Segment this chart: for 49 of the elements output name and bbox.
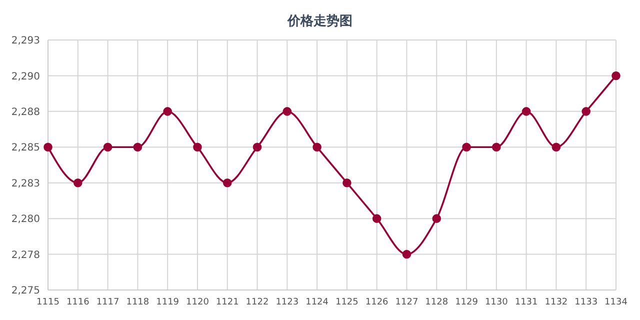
y-tick-label: 2,285 [11, 142, 40, 154]
point [342, 178, 352, 188]
x-tick-label: 1129 [455, 297, 478, 308]
x-tick-label: 1118 [126, 297, 150, 308]
x-tick-label: 1121 [216, 297, 239, 308]
x-tick-label: 1132 [544, 297, 568, 308]
point [133, 142, 142, 152]
point [193, 142, 202, 152]
x-tick-label: 1122 [246, 297, 269, 308]
point [44, 142, 52, 152]
y-tick-label: 2,290 [11, 71, 40, 82]
x-tick-label: 1123 [276, 297, 299, 308]
x-tick-label: 1128 [425, 297, 448, 308]
x-tick-label: 1119 [156, 297, 180, 308]
x-tick-label: 1127 [395, 297, 418, 308]
point [372, 214, 382, 223]
y-tick-label: 2,278 [11, 250, 40, 261]
x-tick-label: 1130 [484, 297, 508, 308]
point [432, 214, 442, 223]
point [462, 142, 471, 152]
x-tick-label: 1116 [66, 297, 90, 308]
point [312, 142, 322, 152]
point [582, 107, 591, 116]
x-tick-label: 1120 [186, 297, 210, 308]
point [103, 142, 112, 152]
y-tick-label: 2,280 [11, 214, 40, 226]
point [522, 107, 531, 116]
x-tick-label: 1134 [604, 297, 628, 308]
chart-title: 价格走势图 [286, 13, 354, 31]
point [492, 142, 501, 152]
x-tick-label: 1125 [335, 297, 358, 308]
y-tick-label: 2,288 [11, 106, 40, 118]
x-tick-label: 1126 [365, 297, 389, 308]
y-tick-label: 2,293 [11, 36, 40, 47]
point [612, 71, 620, 80]
x-tick-label: 1133 [574, 297, 598, 308]
x-tick-label: 1124 [306, 297, 329, 308]
point [163, 107, 172, 116]
point [282, 107, 292, 116]
point [222, 178, 232, 188]
point [402, 250, 412, 259]
point [73, 178, 82, 188]
point [552, 142, 561, 152]
y-tick-label: 2,275 [11, 286, 40, 297]
y-tick-label: 2,283 [11, 178, 40, 190]
point [252, 142, 262, 152]
x-tick-label: 1115 [36, 297, 60, 308]
x-tick-label: 1117 [96, 297, 120, 308]
x-tick-label: 1131 [514, 297, 538, 308]
